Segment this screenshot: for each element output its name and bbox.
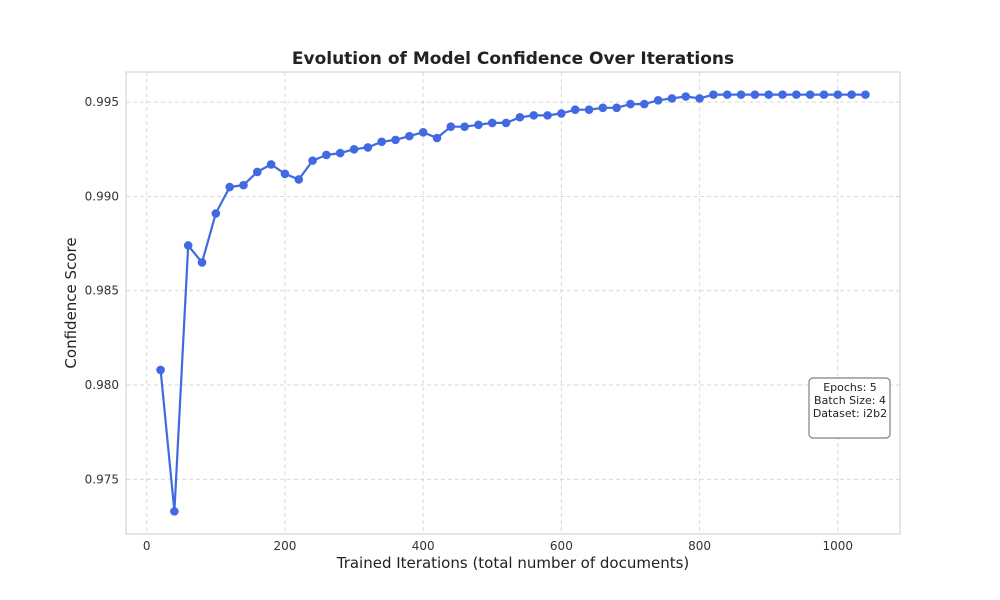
- data-point: [764, 90, 773, 99]
- data-point: [280, 169, 290, 179]
- grid: [126, 72, 900, 534]
- data-point: [363, 143, 373, 152]
- x-tick-label: 0: [143, 539, 151, 553]
- y-tick-label: 0.985: [85, 284, 119, 298]
- data-point: [335, 148, 345, 158]
- y-tick-label: 0.995: [85, 95, 119, 109]
- data-point: [736, 90, 746, 99]
- x-axis-label: Trained Iterations (total number of docu…: [336, 554, 690, 572]
- data-point: [570, 105, 580, 115]
- data-point: [487, 118, 497, 128]
- x-tick-labels: 0 200 400 600 800 1000: [143, 539, 853, 553]
- data-point: [308, 156, 317, 165]
- data-point: [294, 175, 304, 184]
- y-tick-label: 0.980: [85, 378, 119, 392]
- data-point: [819, 90, 829, 99]
- annotation-batch-size: Batch Size: 4: [814, 394, 886, 407]
- data-point: [377, 137, 386, 147]
- data-point: [322, 150, 331, 160]
- data-point: [156, 365, 165, 375]
- data-point: [460, 122, 469, 131]
- y-axis-label: Confidence Score: [62, 237, 80, 368]
- data-point: [598, 103, 608, 113]
- data-point: [861, 90, 870, 99]
- data-point: [266, 160, 276, 169]
- data-point: [170, 507, 179, 516]
- data-point: [239, 180, 248, 190]
- plot-frame: [125, 71, 901, 535]
- data-point: [349, 145, 359, 154]
- x-tick-label: 600: [550, 539, 573, 553]
- data-point: [709, 90, 718, 99]
- annotation-frame: [808, 377, 891, 439]
- data-point: [515, 112, 525, 122]
- data-point: [391, 135, 400, 145]
- x-tick-label: 1000: [823, 539, 854, 553]
- data-point: [805, 90, 815, 99]
- data-point: [847, 90, 856, 99]
- data-point: [418, 128, 428, 137]
- y-tick-label: 0.990: [85, 189, 119, 203]
- data-point: [253, 167, 262, 177]
- data-point: [750, 90, 760, 99]
- x-tick-label: 200: [273, 539, 296, 553]
- data-point: [405, 131, 414, 141]
- data-point: [183, 241, 193, 250]
- y-tick-label: 0.975: [85, 472, 119, 486]
- data-point: [584, 105, 594, 115]
- x-tick-label: 400: [412, 539, 435, 553]
- data-point: [543, 111, 552, 120]
- annotation-dataset: Dataset: i2b2: [813, 407, 887, 420]
- data-point: [833, 90, 843, 99]
- data-point: [612, 103, 621, 113]
- series-group: [156, 90, 870, 516]
- series-line: [159, 93, 866, 513]
- data-point: [474, 120, 483, 130]
- data-point: [722, 90, 732, 99]
- data-point: [681, 92, 691, 101]
- x-tick-label: 800: [688, 539, 711, 553]
- data-point: [653, 95, 663, 105]
- data-point: [557, 109, 566, 118]
- chart-title: Evolution of Model Confidence Over Itera…: [292, 49, 734, 69]
- annotation-epochs: Epochs: 5: [823, 381, 877, 394]
- data-point: [197, 258, 207, 267]
- annotation-box: Epochs: 5 Batch Size: 4 Dataset: i2b2: [808, 377, 891, 439]
- data-point: [778, 90, 787, 99]
- data-point: [626, 99, 635, 109]
- data-point: [695, 94, 704, 103]
- data-point: [432, 133, 442, 143]
- data-point: [640, 99, 649, 109]
- data-point: [792, 90, 801, 99]
- data-point: [225, 182, 234, 192]
- data-point: [211, 209, 221, 218]
- data-point: [529, 111, 539, 120]
- data-point: [501, 118, 511, 128]
- data-point: [446, 122, 456, 131]
- data-point: [667, 94, 677, 103]
- y-tick-labels: 0.975 0.980 0.985 0.990 0.995: [85, 95, 119, 486]
